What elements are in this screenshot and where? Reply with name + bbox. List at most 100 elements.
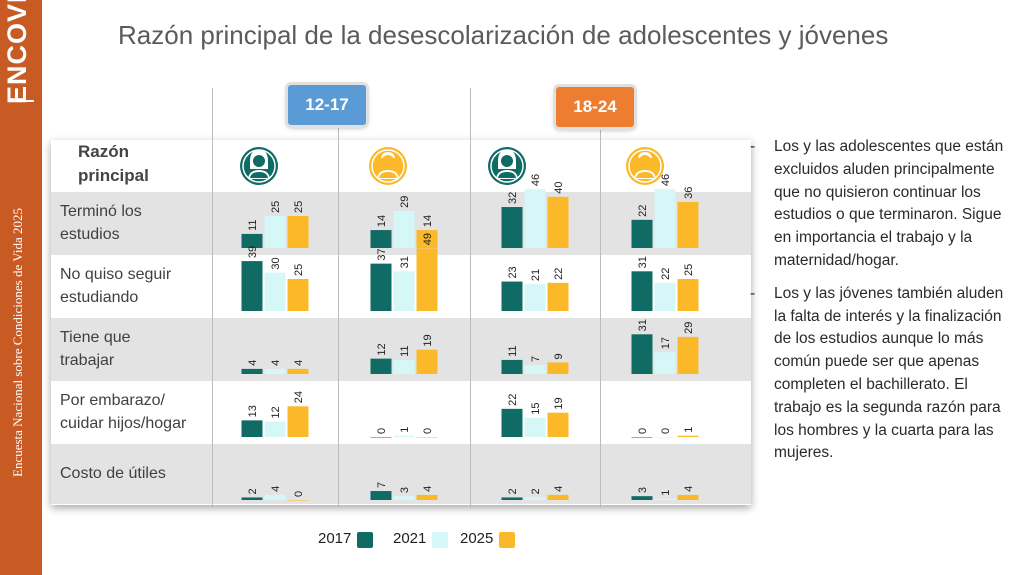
data-label: 7	[376, 482, 388, 488]
bar-2017	[501, 207, 523, 248]
bar-2025	[677, 201, 699, 248]
female-person-icon	[487, 145, 527, 192]
brand-underline	[8, 100, 34, 102]
bar-2025	[677, 279, 699, 311]
bar-2021	[264, 421, 286, 437]
bar-2025	[416, 248, 438, 311]
bar-2025	[287, 500, 309, 501]
data-label: 21	[530, 269, 542, 281]
data-label: 1	[399, 427, 411, 433]
data-label: 39	[247, 246, 259, 258]
data-label: 1	[660, 490, 672, 496]
data-label: 30	[270, 257, 282, 269]
bar-2021	[654, 437, 676, 438]
bar-2025	[677, 336, 699, 374]
data-label: 23	[507, 266, 519, 278]
male-person-icon	[625, 145, 665, 192]
data-label: 9	[553, 353, 565, 359]
bar-2021	[393, 271, 415, 311]
data-label: 29	[399, 196, 411, 208]
bar-2017	[370, 263, 392, 311]
note-dash: -	[750, 138, 756, 155]
age-group-12-17: 12-17	[288, 85, 366, 125]
data-label: 37	[376, 248, 388, 260]
note-dash: -	[750, 284, 756, 302]
note-text: Los y las jóvenes también aluden la falt…	[774, 284, 1004, 462]
bar-2017	[631, 219, 653, 248]
row-label: Costo de útiles	[60, 465, 166, 482]
column-separator	[470, 88, 471, 508]
bar-2025	[416, 437, 438, 438]
data-label: 22	[637, 205, 649, 217]
data-label: 4	[270, 486, 282, 492]
bar-2017	[501, 281, 523, 311]
note-text: Los y las adolescentes que están excluid…	[774, 138, 1004, 269]
bar-2017	[241, 497, 263, 500]
bar-2021	[654, 352, 676, 374]
age-group-18-24: 18-24	[556, 87, 634, 127]
data-label: 13	[247, 405, 259, 417]
data-label: 46	[530, 174, 542, 186]
data-label: 0	[422, 428, 434, 434]
data-label: 40	[553, 182, 565, 194]
data-label: 22	[507, 394, 519, 406]
data-label: 11	[399, 345, 411, 356]
bar-2017	[370, 491, 392, 500]
data-label: 12	[376, 343, 388, 355]
bar-2017	[631, 271, 653, 311]
data-label: 31	[637, 319, 649, 331]
data-label: 14	[422, 215, 434, 227]
data-label: 4	[270, 360, 282, 366]
data-label: 0	[637, 428, 649, 434]
male-person-icon	[368, 145, 408, 192]
page-title: Razón principal de la desescolarización …	[118, 20, 889, 50]
bar-2017	[501, 408, 523, 437]
data-label: 17	[660, 337, 672, 349]
data-label: 29	[683, 322, 695, 334]
bar-2025	[677, 494, 699, 500]
data-label: 7	[530, 356, 542, 362]
bar-2021	[524, 189, 546, 248]
data-label: 4	[293, 360, 305, 366]
data-label: 1	[683, 427, 695, 433]
column-separator	[600, 88, 601, 508]
bar-2025	[547, 412, 569, 437]
female-person-icon	[239, 145, 279, 192]
bar-2017	[370, 437, 392, 438]
bar-2025	[287, 406, 309, 437]
bar-2025	[547, 282, 569, 311]
bar-2021	[524, 417, 546, 437]
data-label: 24	[293, 391, 305, 403]
bar-2021	[524, 284, 546, 311]
bar-2025	[416, 230, 438, 248]
row-label: No quiso seguir estudiando	[60, 266, 172, 306]
bar-2021	[393, 435, 415, 437]
data-label: 31	[637, 256, 649, 268]
bar-2017	[631, 437, 653, 438]
data-label: 11	[247, 219, 259, 230]
legend-label-2021: 2021	[393, 530, 427, 547]
bar-2017	[631, 334, 653, 374]
bar-2017	[241, 233, 263, 248]
notes: - Los y las adolescentes que están exclu…	[750, 136, 1012, 475]
legend-label-2017: 2017	[318, 530, 352, 547]
data-label: 36	[683, 187, 695, 199]
bar-2021	[264, 272, 286, 311]
data-label: 3	[637, 487, 649, 493]
row-label: Por embarazo/ cuidar hijos/hogar	[60, 392, 187, 432]
data-label: 0	[660, 428, 672, 434]
data-label: 25	[293, 264, 305, 276]
bar-2025	[416, 494, 438, 500]
bar-2021	[393, 210, 415, 248]
bar-2017	[370, 358, 392, 374]
data-label: 4	[422, 486, 434, 492]
bar-2025	[547, 362, 569, 374]
data-label: 32	[507, 192, 519, 204]
row-label: Tiene que trabajar	[60, 329, 131, 369]
bar-2025	[547, 196, 569, 248]
bar-2025	[287, 368, 309, 374]
data-label: 0	[293, 491, 305, 497]
bar-2025	[547, 494, 569, 500]
data-label: 25	[270, 201, 282, 213]
